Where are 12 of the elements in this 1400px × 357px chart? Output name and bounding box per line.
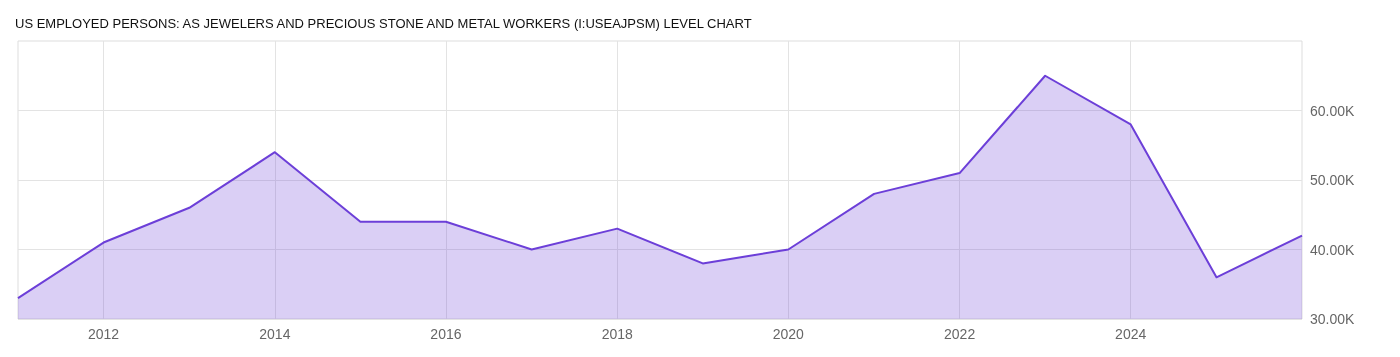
x-tick-label: 2016	[430, 326, 462, 342]
x-tick-label: 2022	[944, 326, 976, 342]
x-tick-label: 2014	[259, 326, 291, 342]
x-tick-label: 2012	[87, 326, 120, 342]
x-tick-label: 2020	[772, 326, 805, 342]
y-tick-label: 30.00K	[1310, 311, 1356, 327]
y-tick-label: 40.00K	[1310, 241, 1356, 258]
x-tick-label: 2024	[1115, 326, 1147, 342]
chart-title: US EMPLOYED PERSONS: AS JEWELERS AND PRECIOUS STONE AND METAL WORKERS (I:USEAJPSM) LEVEL CHART	[15, 16, 752, 31]
y-tick-label: 60.00K	[1310, 102, 1356, 119]
x-tick-label: 2018	[601, 326, 634, 342]
y-tick-label: 50.00K	[1310, 172, 1356, 188]
